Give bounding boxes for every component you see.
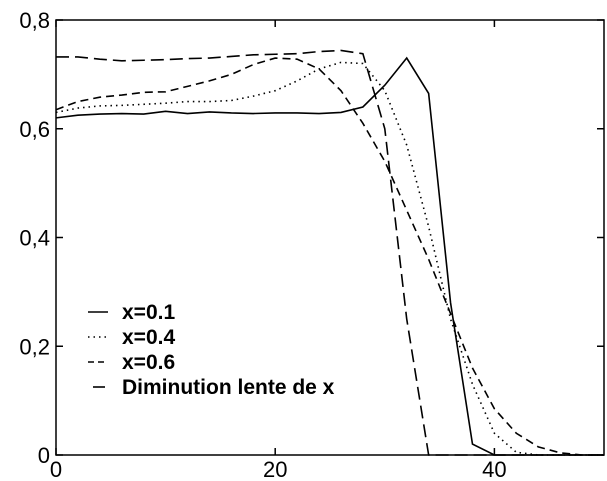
y-tick-label: 0,8 [19, 8, 50, 33]
tick-labels: 0 20 40 0 0,2 0,4 0,6 0,8 [19, 8, 506, 481]
series-line-4 [56, 49, 604, 456]
y-tick-label: 0,6 [19, 117, 50, 142]
x-tick-label: 20 [263, 457, 287, 481]
y-tick-label: 0,2 [19, 334, 50, 359]
x-tick-label: 0 [50, 457, 62, 481]
y-tick-label: 0 [38, 443, 50, 468]
legend-label: x=0.4 [122, 326, 175, 349]
legend-label: x=0.6 [122, 351, 175, 374]
series-line-3 [55, 57, 604, 456]
series-lines [55, 49, 604, 456]
axis-ticks [55, 19, 604, 456]
series-line-2 [55, 61, 604, 456]
x-tick-label: 40 [482, 457, 506, 481]
legend-label: Diminution lente de x [122, 376, 335, 399]
y-tick-label: 0,4 [19, 226, 50, 251]
legend-label: x=0.1 [122, 301, 175, 324]
